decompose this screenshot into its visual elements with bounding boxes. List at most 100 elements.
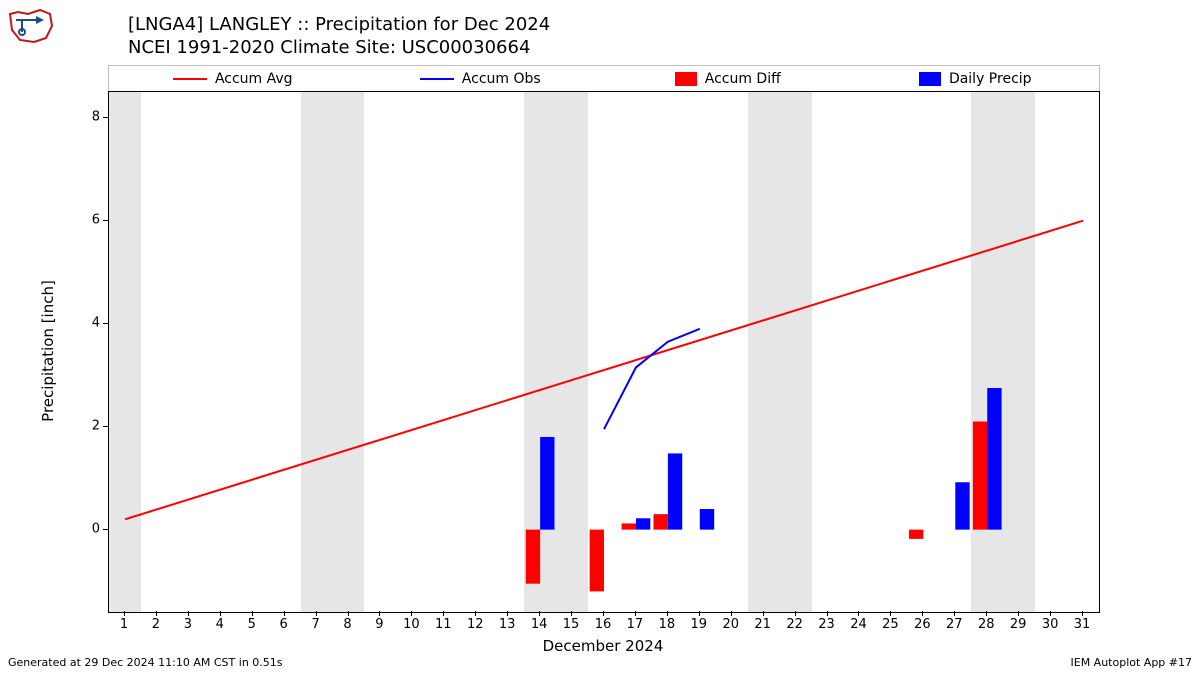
y-tick xyxy=(103,426,108,427)
y-tick xyxy=(103,323,108,324)
title-line2: NCEI 1991-2020 Climate Site: USC00030664 xyxy=(128,37,550,60)
x-tick xyxy=(922,611,923,616)
x-tick-label: 11 xyxy=(435,617,452,632)
x-tick-label: 29 xyxy=(1010,617,1027,632)
y-tick xyxy=(103,529,108,530)
legend-swatch xyxy=(919,72,941,86)
y-axis-label: Precipitation [inch] xyxy=(39,280,57,422)
x-tick-label: 20 xyxy=(722,617,739,632)
x-tick xyxy=(571,611,572,616)
x-tick-label: 3 xyxy=(184,617,192,632)
y-tick-label: 2 xyxy=(80,418,100,433)
plot-area xyxy=(108,91,1100,613)
x-tick xyxy=(316,611,317,616)
daily-precip-bar xyxy=(987,388,1001,530)
daily-precip-bar xyxy=(700,509,714,530)
x-tick xyxy=(507,611,508,616)
legend-label: Accum Avg xyxy=(215,71,293,87)
x-tick-label: 10 xyxy=(403,617,420,632)
x-tick-label: 17 xyxy=(627,617,644,632)
x-tick-label: 13 xyxy=(499,617,516,632)
x-tick xyxy=(667,611,668,616)
x-tick-label: 19 xyxy=(691,617,708,632)
x-tick-label: 22 xyxy=(786,617,803,632)
x-tick-label: 18 xyxy=(659,617,676,632)
x-tick xyxy=(763,611,764,616)
x-tick xyxy=(731,611,732,616)
legend-label: Daily Precip xyxy=(949,71,1032,87)
x-tick xyxy=(1050,611,1051,616)
legend-swatch xyxy=(675,72,697,86)
x-tick-label: 25 xyxy=(882,617,899,632)
x-tick xyxy=(858,611,859,616)
x-tick xyxy=(795,611,796,616)
chart-title: [LNGA4] LANGLEY :: Precipitation for Dec… xyxy=(128,14,550,59)
x-tick-label: 14 xyxy=(531,617,548,632)
x-tick xyxy=(348,611,349,616)
x-tick xyxy=(1018,611,1019,616)
legend-swatch xyxy=(173,78,207,80)
x-tick-label: 28 xyxy=(978,617,995,632)
y-tick xyxy=(103,117,108,118)
x-tick-label: 7 xyxy=(311,617,319,632)
y-tick-label: 6 xyxy=(80,212,100,227)
x-tick xyxy=(475,611,476,616)
x-tick-label: 31 xyxy=(1074,617,1091,632)
x-tick-label: 1 xyxy=(120,617,128,632)
x-tick-label: 16 xyxy=(595,617,612,632)
accum-diff-bar xyxy=(909,530,923,539)
y-tick xyxy=(103,220,108,221)
x-tick xyxy=(220,611,221,616)
title-line1: [LNGA4] LANGLEY :: Precipitation for Dec… xyxy=(128,14,550,37)
x-tick xyxy=(1082,611,1083,616)
x-tick xyxy=(411,611,412,616)
x-tick xyxy=(252,611,253,616)
x-tick xyxy=(635,611,636,616)
legend-label: Accum Diff xyxy=(705,71,781,87)
x-tick-label: 9 xyxy=(375,617,383,632)
x-tick-label: 27 xyxy=(946,617,963,632)
daily-precip-bar xyxy=(955,482,969,529)
x-tick-label: 6 xyxy=(280,617,288,632)
plot-svg xyxy=(109,92,1099,612)
series-line xyxy=(125,221,1083,520)
x-tick xyxy=(539,611,540,616)
x-tick xyxy=(156,611,157,616)
x-tick xyxy=(890,611,891,616)
x-tick-label: 23 xyxy=(818,617,835,632)
x-tick xyxy=(379,611,380,616)
y-tick-label: 0 xyxy=(80,521,100,536)
legend: Accum Avg Accum Obs Accum Diff Daily Precip xyxy=(108,65,1100,93)
x-tick xyxy=(827,611,828,616)
accum-diff-bar xyxy=(973,422,987,530)
accum-diff-bar xyxy=(590,530,604,592)
x-tick xyxy=(124,611,125,616)
x-tick-label: 4 xyxy=(216,617,224,632)
legend-item: Daily Precip xyxy=(852,71,1100,87)
daily-precip-bar xyxy=(540,437,554,530)
x-tick-label: 26 xyxy=(914,617,931,632)
x-tick-label: 5 xyxy=(248,617,256,632)
footer-generated: Generated at 29 Dec 2024 11:10 AM CST in… xyxy=(8,656,283,669)
daily-precip-bar xyxy=(636,518,650,529)
x-tick-label: 30 xyxy=(1042,617,1059,632)
x-tick-label: 15 xyxy=(563,617,580,632)
x-tick xyxy=(699,611,700,616)
y-tick-label: 8 xyxy=(80,109,100,124)
x-tick xyxy=(284,611,285,616)
x-tick-label: 2 xyxy=(152,617,160,632)
legend-label: Accum Obs xyxy=(462,71,541,87)
x-tick-label: 12 xyxy=(467,617,484,632)
legend-item: Accum Diff xyxy=(604,71,852,87)
x-tick xyxy=(603,611,604,616)
x-tick-label: 24 xyxy=(850,617,867,632)
daily-precip-bar xyxy=(668,453,682,529)
accum-diff-bar xyxy=(654,514,668,529)
x-tick xyxy=(986,611,987,616)
legend-item: Accum Obs xyxy=(357,71,605,87)
x-tick-label: 8 xyxy=(343,617,351,632)
legend-swatch xyxy=(420,78,454,80)
x-tick xyxy=(954,611,955,616)
iem-logo xyxy=(6,6,54,46)
footer-app: IEM Autoplot App #17 xyxy=(1071,656,1193,669)
